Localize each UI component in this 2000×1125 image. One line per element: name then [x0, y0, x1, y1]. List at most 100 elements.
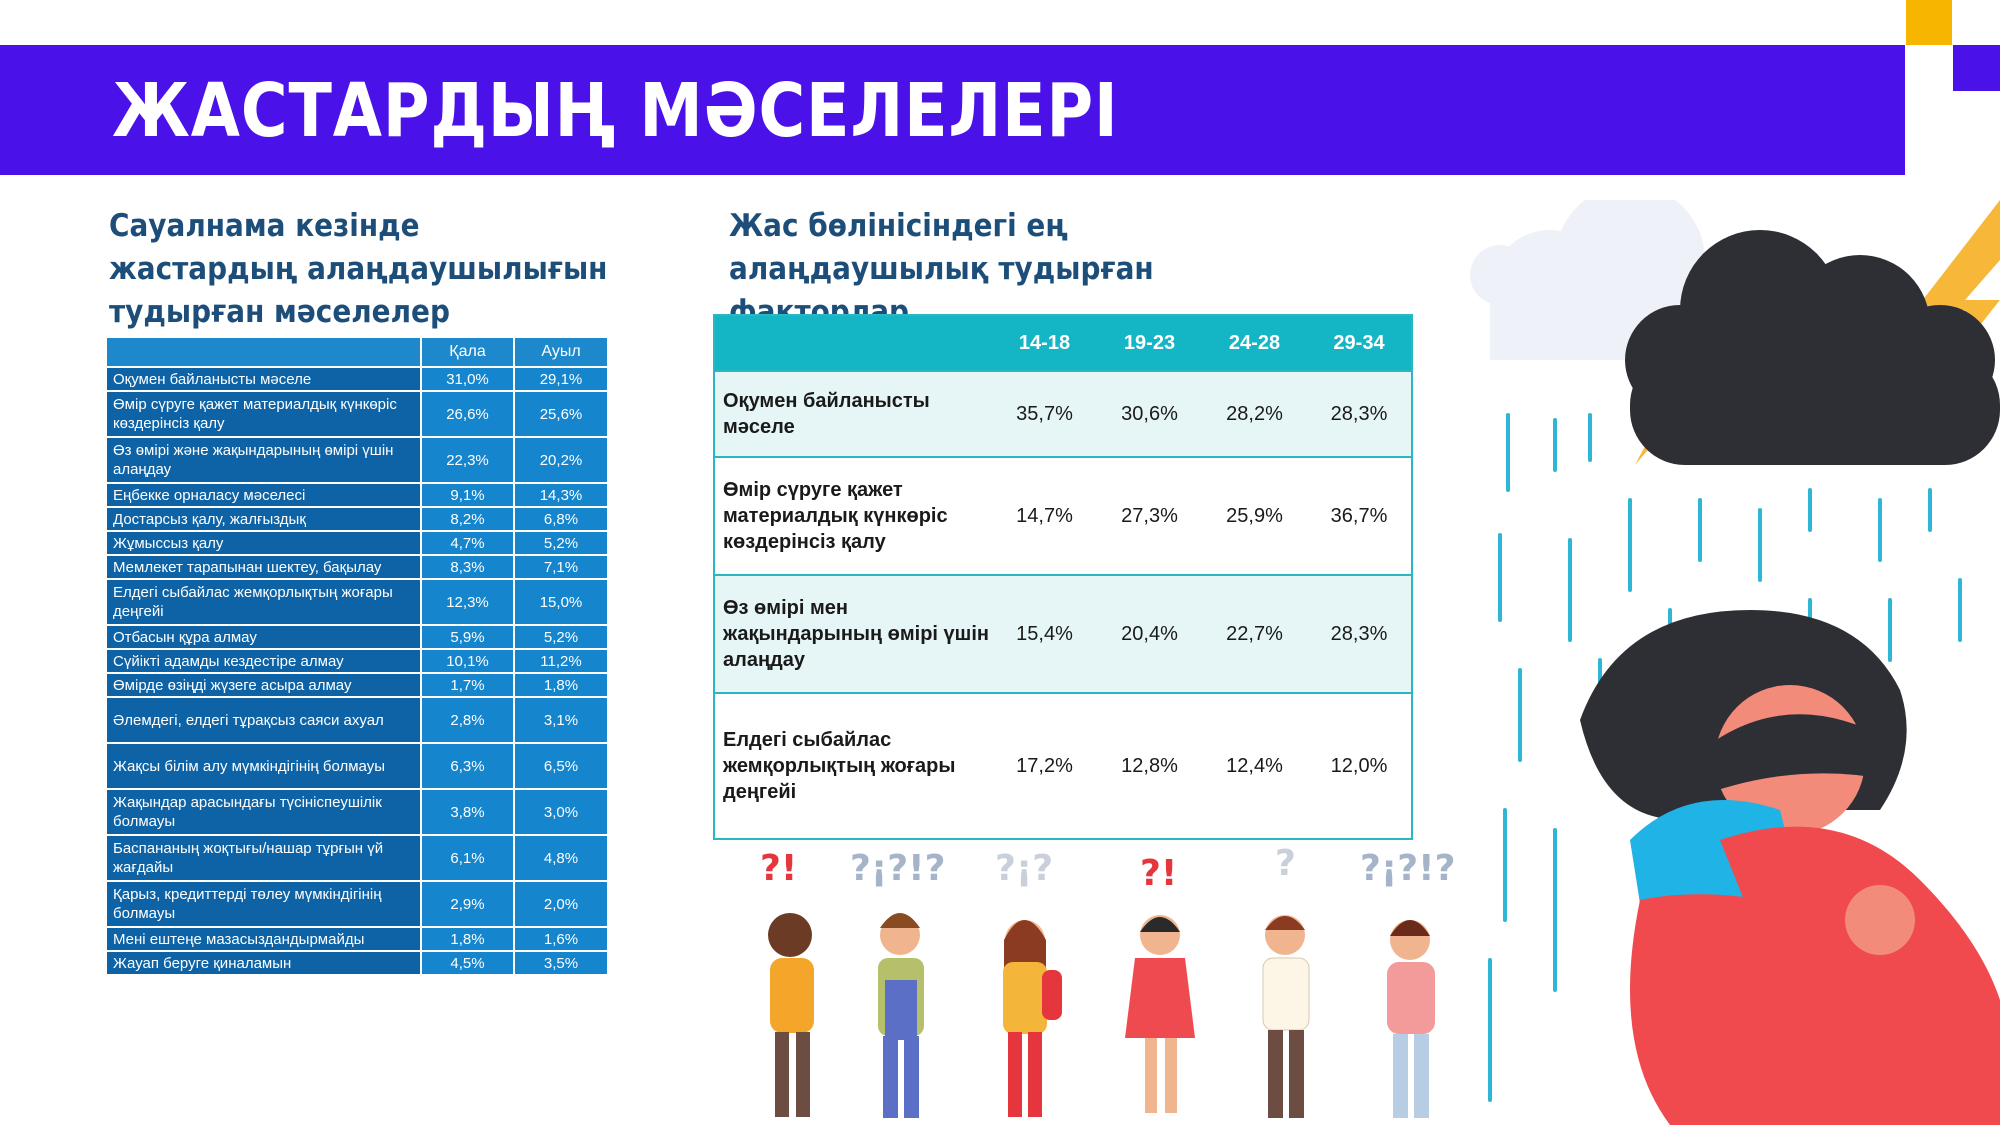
- header-age-19-23: 19-23: [1097, 315, 1202, 371]
- row-label: Мені ештеңе мазасыздандырмайды: [105, 926, 422, 952]
- row-label: Еңбекке орналасу мәселесі: [105, 482, 422, 508]
- child-figure-1: [768, 913, 814, 1117]
- table-row: Өз өмірі мен жақындарының өмірі үшін ала…: [714, 574, 1412, 693]
- mark-5: ?: [1275, 843, 1296, 884]
- row-label: Достарсыз қалу, жалғыздық: [105, 506, 422, 532]
- row-label: Әлемдегі, елдегі тұрақсыз саяси ахуал: [105, 696, 422, 744]
- city-value: 8,2%: [420, 506, 515, 532]
- row-label: Мемлекет тарапынан шектеу, бақылау: [105, 554, 422, 580]
- village-value: 11,2%: [513, 648, 609, 674]
- city-value: 6,3%: [420, 742, 515, 790]
- header-age-14-18: 14-18: [992, 315, 1097, 371]
- city-value: 1,7%: [420, 672, 515, 698]
- village-value: 20,2%: [513, 436, 609, 484]
- village-value: 3,5%: [513, 950, 609, 976]
- decor-purple-square: [1953, 45, 2000, 91]
- header-age-24-28: 24-28: [1202, 315, 1307, 371]
- row-label: Жақындар арасындағы түсініспеушілік болм…: [105, 788, 422, 836]
- city-value: 31,0%: [420, 366, 515, 392]
- age-value: 12,4%: [1202, 692, 1307, 839]
- age-value: 15,4%: [992, 574, 1097, 693]
- age-value: 35,7%: [992, 370, 1097, 457]
- header-city: Қала: [420, 336, 515, 368]
- row-label: Өмір сүруге қажет материалдық күнкөріс к…: [105, 390, 422, 438]
- age-value: 20,4%: [1097, 574, 1202, 693]
- row-label: Сүйікті адамды кездестіре алмау: [105, 648, 422, 674]
- city-value: 9,1%: [420, 482, 515, 508]
- age-value: 25,9%: [1202, 456, 1307, 575]
- table-row: Жауап беруге қиналамын 4,5% 3,5%: [105, 950, 609, 976]
- table-row: Сүйікті адамды кездестіре алмау 10,1% 11,2…: [105, 648, 609, 674]
- right-heading: Жас бөлінісіндегі ең алаңдаушылық тудырғ…: [729, 208, 1154, 330]
- child-figure-5: [1262, 915, 1310, 1118]
- row-label: Өз өмірі мен жақындарының өмірі үшін ала…: [714, 574, 992, 693]
- row-label: Оқумен байланысты мәселе: [714, 370, 992, 457]
- table-row: Жақсы білім алу мүмкіндігінің болмауы 6,3…: [105, 742, 609, 790]
- table-row: Оқумен байланысты мәселе 35,7% 30,6% 28,2% 2…: [714, 370, 1412, 457]
- title-bar: [0, 45, 1905, 175]
- table-row: Өмір сүруге қажет материалдық күнкөріс к…: [714, 456, 1412, 575]
- row-label: Өмір сүруге қажет материалдық күнкөріс к…: [714, 456, 992, 575]
- age-value: 28,3%: [1307, 574, 1412, 693]
- header-empty: [714, 315, 992, 371]
- header-empty: [105, 336, 422, 368]
- table-row: Мені ештеңе мазасыздандырмайды 1,8% 1,6%: [105, 926, 609, 952]
- mark-4: ?!: [1140, 853, 1177, 894]
- child-figure-6: [1387, 920, 1435, 1118]
- village-value: 1,6%: [513, 926, 609, 952]
- child-figure-4: [1125, 915, 1195, 1113]
- page-title: ЖАСТАРДЫҢ МӘСЕЛЕЛЕРІ: [112, 68, 1119, 154]
- decor-yellow-square: [1906, 0, 1952, 45]
- child-figure-2: [878, 913, 924, 1118]
- village-value: 4,8%: [513, 834, 609, 882]
- table-row: Достарсыз қалу, жалғыздық 8,2% 6,8%: [105, 506, 609, 532]
- row-label: Баспананың жоқтығы/нашар тұрғын үй жағда…: [105, 834, 422, 882]
- city-value: 26,6%: [420, 390, 515, 438]
- table-row: Жақындар арасындағы түсініспеушілік болм…: [105, 788, 609, 836]
- storm-illustration: [1470, 200, 2000, 1125]
- village-value: 3,0%: [513, 788, 609, 836]
- village-value: 14,3%: [513, 482, 609, 508]
- storm-cloud-icon: [1625, 230, 2000, 465]
- row-label: Оқумен байланысты мәселе: [105, 366, 422, 392]
- table-row: Өмірде өзіңді жүзеге асыра алмау 1,7% 1,8%: [105, 672, 609, 698]
- city-value: 2,8%: [420, 696, 515, 744]
- village-value: 15,0%: [513, 578, 609, 626]
- village-value: 2,0%: [513, 880, 609, 928]
- table-row: Мемлекет тарапынан шектеу, бақылау 8,3% 7,…: [105, 554, 609, 580]
- row-label: Өз өмірі және жақындарының өмірі үшін ал…: [105, 436, 422, 484]
- table-row: Оқумен байланысты мәселе 31,0% 29,1%: [105, 366, 609, 392]
- age-group-table: 14-18 19-23 24-28 29-34 Оқумен байланыст…: [713, 314, 1413, 840]
- table-row: Өз өмірі және жақындарының өмірі үшін ал…: [105, 436, 609, 484]
- row-label: Жақсы білім алу мүмкіндігінің болмауы: [105, 742, 422, 790]
- age-value: 22,7%: [1202, 574, 1307, 693]
- city-value: 4,7%: [420, 530, 515, 556]
- village-value: 29,1%: [513, 366, 609, 392]
- age-value: 17,2%: [992, 692, 1097, 839]
- row-label: Қарыз, кредиттерді төлеу мүмкіндігінің б…: [105, 880, 422, 928]
- city-value: 12,3%: [420, 578, 515, 626]
- table-row: Қарыз, кредиттерді төлеу мүмкіндігінің б…: [105, 880, 609, 928]
- age-value: 28,3%: [1307, 370, 1412, 457]
- village-value: 7,1%: [513, 554, 609, 580]
- table-row: Елдегі сыбайлас жемқорлықтың жоғары деңг…: [714, 692, 1412, 839]
- age-value: 30,6%: [1097, 370, 1202, 457]
- sad-person-figure: [1580, 610, 2000, 1125]
- mark-6: ?¡?!?: [1360, 848, 1455, 889]
- row-label: Жауап беруге қиналамын: [105, 950, 422, 976]
- city-value: 2,9%: [420, 880, 515, 928]
- city-value: 10,1%: [420, 648, 515, 674]
- row-label: Өмірде өзіңді жүзеге асыра алмау: [105, 672, 422, 698]
- age-value: 27,3%: [1097, 456, 1202, 575]
- table-row: Өмір сүруге қажет материалдық күнкөріс к…: [105, 390, 609, 438]
- table-header-row: 14-18 19-23 24-28 29-34: [714, 315, 1412, 371]
- city-value: 22,3%: [420, 436, 515, 484]
- table-row: Баспананың жоқтығы/нашар тұрғын үй жағда…: [105, 834, 609, 882]
- left-heading: Сауалнама кезінде жастардың алаңдаушылығ…: [109, 208, 608, 330]
- children-illustration: ?! ?¡?!? ?¡? ?! ? ?¡?!?: [760, 843, 1455, 1118]
- age-value: 28,2%: [1202, 370, 1307, 457]
- city-value: 3,8%: [420, 788, 515, 836]
- row-label: Елдегі сыбайлас жемқорлықтың жоғары деңг…: [105, 578, 422, 626]
- table-row: Елдегі сыбайлас жемқорлықтың жоғары деңг…: [105, 578, 609, 626]
- row-label: Елдегі сыбайлас жемқорлықтың жоғары деңг…: [714, 692, 992, 839]
